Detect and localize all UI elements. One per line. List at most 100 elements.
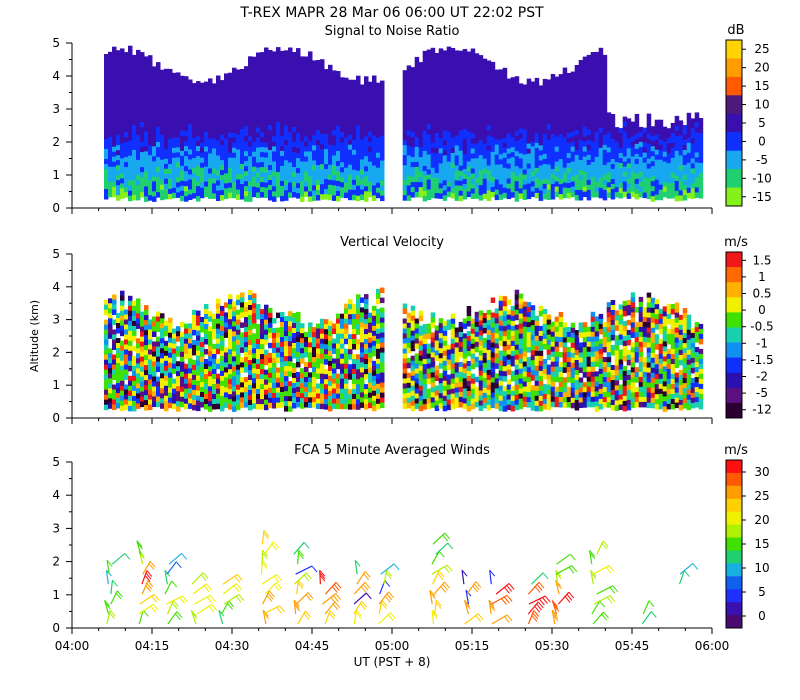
heatmap-cell <box>646 183 652 190</box>
heatmap-cell <box>590 162 596 168</box>
heatmap-cell <box>582 186 588 193</box>
heatmap-cell <box>506 138 512 145</box>
heatmap-cell <box>180 100 185 107</box>
heatmap-cell <box>522 154 528 160</box>
heatmap-cell <box>554 91 560 98</box>
heatmap-cell <box>666 158 672 164</box>
heatmap-cell <box>372 370 377 377</box>
heatmap-cell <box>172 363 177 370</box>
heatmap-cell <box>132 124 137 131</box>
heatmap-cell <box>236 104 241 110</box>
heatmap-cell <box>248 365 253 371</box>
heatmap-cell <box>304 186 309 192</box>
heatmap-cell <box>610 169 616 175</box>
heatmap-cell <box>236 319 241 326</box>
heatmap-cell <box>152 81 157 87</box>
heatmap-cell <box>108 313 113 319</box>
heatmap-cell <box>550 154 556 160</box>
heatmap-cell <box>530 101 536 107</box>
heatmap-cell <box>650 196 656 202</box>
heatmap-cell <box>220 110 225 116</box>
heatmap-cell <box>264 67 269 73</box>
heatmap-cell <box>112 96 117 103</box>
heatmap-cell <box>434 58 440 64</box>
heatmap-cell <box>300 96 305 102</box>
heatmap-cell <box>232 316 237 322</box>
heatmap-cell <box>244 146 249 152</box>
heatmap-cell <box>434 78 440 84</box>
heatmap-cell <box>108 186 113 193</box>
heatmap-cell <box>650 131 656 137</box>
heatmap-cell <box>578 170 584 176</box>
heatmap-cell <box>506 178 512 185</box>
heatmap-cell <box>256 77 261 83</box>
heatmap-cell <box>132 360 137 367</box>
heatmap-cell <box>160 368 165 374</box>
heatmap-cell <box>192 173 197 179</box>
heatmap-cell <box>352 359 357 365</box>
heatmap-cell <box>148 334 153 340</box>
heatmap-cell <box>414 151 420 158</box>
heatmap-cell <box>192 93 197 99</box>
heatmap-cell <box>446 96 452 103</box>
heatmap-cell <box>530 121 536 127</box>
heatmap-cell <box>622 191 628 198</box>
heatmap-cell <box>204 166 209 173</box>
heatmap-cell <box>602 59 608 66</box>
heatmap-cell <box>188 174 193 180</box>
heatmap-cell <box>352 309 357 315</box>
heatmap-cell <box>252 86 257 93</box>
heatmap-cell <box>558 124 564 130</box>
heatmap-cell <box>348 149 353 156</box>
heatmap-cell <box>228 92 233 99</box>
heatmap-cell <box>514 76 520 82</box>
heatmap-cell <box>542 78 548 85</box>
heatmap-cell <box>534 187 540 194</box>
heatmap-cell <box>220 150 225 156</box>
heatmap-cell <box>578 130 584 136</box>
heatmap-cell <box>184 343 189 350</box>
heatmap-cell <box>522 139 528 145</box>
heatmap-cell <box>200 157 205 164</box>
heatmap-cell <box>308 161 313 167</box>
heatmap-cell <box>108 96 113 103</box>
heatmap-cell <box>340 122 345 128</box>
heatmap-cell <box>280 392 285 398</box>
heatmap-cell <box>368 176 373 183</box>
heatmap-cell <box>602 109 608 116</box>
heatmap-cell <box>422 115 428 122</box>
heatmap-cell <box>276 57 281 63</box>
heatmap-cell <box>328 330 333 337</box>
heatmap-cell <box>434 193 440 199</box>
heatmap-cell <box>470 88 476 94</box>
heatmap-cell <box>364 359 369 365</box>
heatmap-cell <box>522 144 528 150</box>
heatmap-cell <box>482 113 488 120</box>
heatmap-cell <box>276 142 281 148</box>
heatmap-cell <box>550 89 556 95</box>
heatmap-cell <box>104 174 109 180</box>
heatmap-cell <box>272 343 277 349</box>
heatmap-cell <box>546 179 552 185</box>
heatmap-cell <box>356 344 361 350</box>
heatmap-cell <box>260 52 265 58</box>
heatmap-cell <box>252 56 257 63</box>
heatmap-cell <box>156 102 161 108</box>
heatmap-cell <box>124 187 129 193</box>
heatmap-cell <box>474 113 480 119</box>
heatmap-cell <box>554 131 560 138</box>
heatmap-cell <box>256 324 261 330</box>
heatmap-cell <box>216 313 221 320</box>
y-tick-label: 2 <box>52 135 60 149</box>
heatmap-cell <box>542 123 548 130</box>
heatmap-cell <box>264 152 269 158</box>
heatmap-cell <box>610 124 616 130</box>
heatmap-cell <box>674 120 680 127</box>
heatmap-cell <box>626 188 632 194</box>
heatmap-cell <box>140 341 145 348</box>
heatmap-cell <box>164 193 169 200</box>
heatmap-cell <box>148 155 153 161</box>
heatmap-cell <box>224 118 229 124</box>
heatmap-cell <box>328 144 333 151</box>
heatmap-cell <box>570 76 576 83</box>
